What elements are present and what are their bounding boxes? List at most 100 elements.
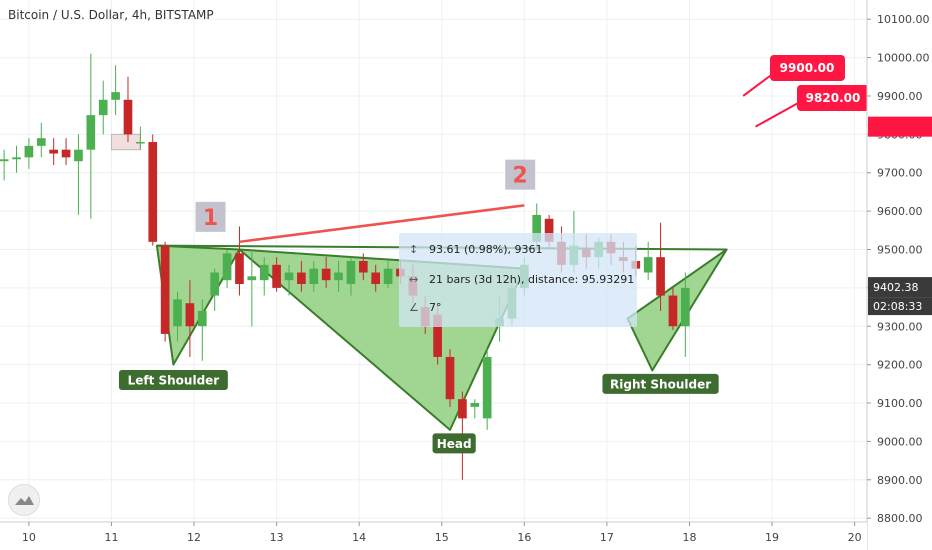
angle-icon: ∠ (409, 301, 419, 314)
candle-body (284, 272, 294, 281)
candle-body (136, 142, 145, 144)
candle-body (148, 142, 158, 242)
candle-body (272, 264, 281, 288)
time-tick-label: 16 (517, 531, 531, 544)
bars-range-icon: ↔ (409, 273, 419, 286)
candle-body (358, 261, 368, 273)
time-tick-label: 10 (22, 531, 36, 544)
current-price-bg (868, 277, 932, 298)
price-axis-bg (867, 0, 932, 550)
candle-body (12, 157, 21, 160)
candle-body (173, 299, 182, 327)
countdown-bg (868, 297, 932, 316)
pattern-label-bg (432, 433, 476, 454)
price-tick-label: 9700.00 (877, 167, 923, 180)
marker-number: 1 (203, 206, 218, 231)
candle-body (668, 295, 678, 327)
time-tick-label: 20 (848, 531, 862, 544)
time-tick-label: 12 (187, 531, 201, 544)
price-tick-label: 9100.00 (877, 397, 923, 410)
countdown-label: 02:08:33 (873, 300, 922, 313)
measure-price-change: 93.61 (0.98%), 9361 (429, 243, 543, 256)
candle-body (86, 115, 96, 150)
measure-price-row: ↕ 93.61 (0.98%), 9361 (409, 243, 543, 256)
candle-body (247, 276, 257, 281)
candle-body (259, 264, 269, 281)
marker-box (505, 159, 536, 190)
candle-body (656, 257, 665, 296)
time-tick-label: 13 (270, 531, 284, 544)
price-tick-label: 9300.00 (877, 320, 923, 333)
candle-body (0, 159, 9, 162)
candle-body (297, 272, 306, 285)
time-tick-label: 14 (352, 531, 366, 544)
candle-body (470, 403, 480, 407)
candle-body (643, 257, 653, 273)
price-flag-bg (770, 55, 845, 81)
price-flag-text: 9820.00 (806, 91, 861, 105)
price-tick-label: 10100.00 (877, 13, 930, 26)
candle-body (36, 138, 46, 146)
candle-body (49, 149, 59, 154)
candle-body (482, 356, 492, 419)
pattern-label-bg (118, 369, 228, 390)
current-price-label: 9402.38 (873, 281, 919, 294)
pattern-label: Head (437, 437, 472, 451)
price-flag-bg (797, 85, 869, 111)
candle-body (681, 287, 690, 327)
time-tick-label: 19 (765, 531, 779, 544)
logo-mountain-icon (15, 496, 34, 505)
price-range-icon: ↕ (409, 243, 419, 256)
measure-bars-row: ↔ 21 bars (3d 12h), distance: 95.93291 (409, 273, 634, 286)
measure-angle: 7° (429, 301, 442, 314)
candle-body (222, 253, 232, 281)
axis-price-flag-bg (868, 116, 932, 137)
price-tick-label: 9500.00 (877, 243, 923, 256)
pattern-label: Left Shoulder (128, 373, 220, 387)
candle-body (185, 303, 195, 327)
candle-body (309, 268, 319, 285)
measure-bars: 21 bars (3d 12h), distance: 95.93291 (429, 273, 635, 286)
candle-body (160, 245, 170, 334)
candle-body (210, 272, 220, 296)
candle-body (383, 268, 393, 285)
time-tick-label: 15 (435, 531, 449, 544)
candle-body (532, 214, 542, 242)
price-tick-label: 9900.00 (877, 90, 923, 103)
price-flag-text: 9900.00 (780, 61, 835, 75)
candle-body (197, 310, 207, 327)
candle-body (346, 261, 356, 285)
candle-body (24, 145, 34, 158)
candle-body (334, 272, 343, 281)
pattern-label: Right Shoulder (610, 377, 711, 391)
time-tick-label: 11 (104, 531, 118, 544)
chart-title: Bitcoin / U.S. Dollar, 4h, BITSTAMP (8, 8, 214, 22)
candle-body (445, 356, 455, 400)
price-tick-label: 9200.00 (877, 359, 923, 372)
price-tick-label: 8900.00 (877, 474, 923, 487)
candle-body (321, 268, 331, 281)
time-axis-bg (0, 522, 867, 550)
tradingview-logo-icon[interactable] (8, 484, 40, 516)
candle-body (111, 92, 120, 100)
candle-body (235, 253, 244, 285)
pattern-label-bg (602, 373, 719, 394)
price-tick-label: 10000.00 (877, 52, 930, 65)
candle-body (371, 272, 381, 285)
trendline (239, 204, 525, 244)
price-tick-label: 9000.00 (877, 435, 923, 448)
candle-body (123, 99, 133, 135)
price-tick-label: 9600.00 (877, 205, 923, 218)
measure-tooltip: ↕ 93.61 (0.98%), 9361 ↔ 21 bars (3d 12h), … (399, 233, 637, 327)
candle-body (74, 149, 83, 162)
price-tick-label: 8800.00 (877, 512, 923, 525)
candle-body (98, 99, 108, 116)
candle-body (458, 399, 467, 419)
time-tick-label: 18 (682, 531, 696, 544)
time-tick-label: 17 (600, 531, 614, 544)
measure-angle-row: ∠ 7° (409, 301, 442, 314)
candle-body (433, 314, 442, 357)
candle-body (61, 149, 71, 158)
marker-box (195, 201, 226, 232)
